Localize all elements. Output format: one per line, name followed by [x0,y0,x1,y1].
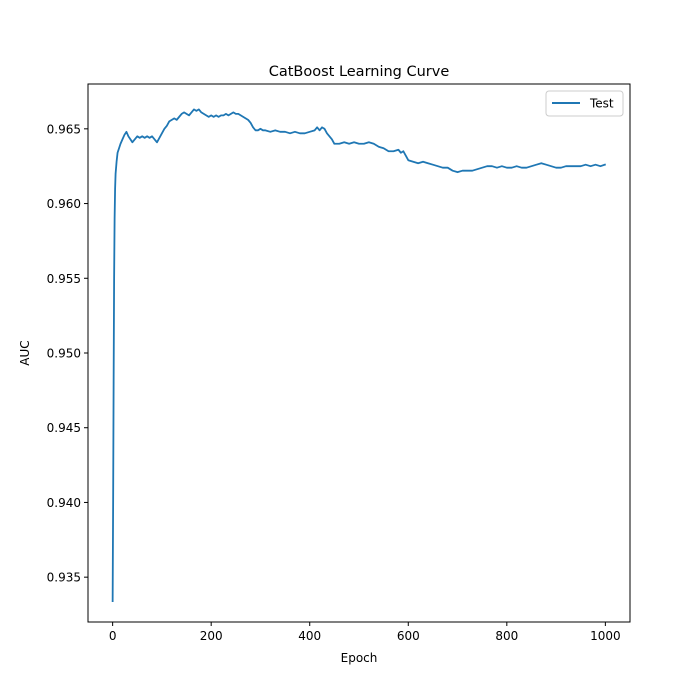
y-axis: 0.935 0.940 0.945 0.950 0.955 0.960 0.965 [47,122,88,585]
y-tick-label: 0.940 [47,496,81,510]
y-tick-label: 0.965 [47,122,81,136]
y-tick-label: 0.960 [47,197,81,211]
x-tick-label: 800 [495,629,518,643]
x-tick-label: 0 [109,629,117,643]
series-line-test [111,108,607,602]
x-tick-label: 600 [397,629,420,643]
x-axis-title: Epoch [341,651,378,665]
y-tick-label: 0.945 [47,421,81,435]
plot-area: 0 200 400 600 800 1000 0.9350.9400.9450.9500.… [47,83,631,643]
y-axis-title: AUC [18,340,32,365]
x-tick-label: 400 [298,629,321,643]
series-group [111,108,607,602]
y-tick-label: 0.955 [47,272,81,286]
x-tick-label: 200 [200,629,223,643]
legend-label-test: Test [589,97,614,111]
y-tick-label: 0.950 [47,347,81,361]
legend: Test [545,90,624,117]
legend-frame [545,90,624,117]
chart-title: CatBoost Learning Curve [269,64,450,80]
x-axis: 0 200 400 600 800 1000 [109,622,621,643]
x-tick-label: 1000 [590,629,621,643]
y-tick-label: 0.935 [47,571,81,585]
